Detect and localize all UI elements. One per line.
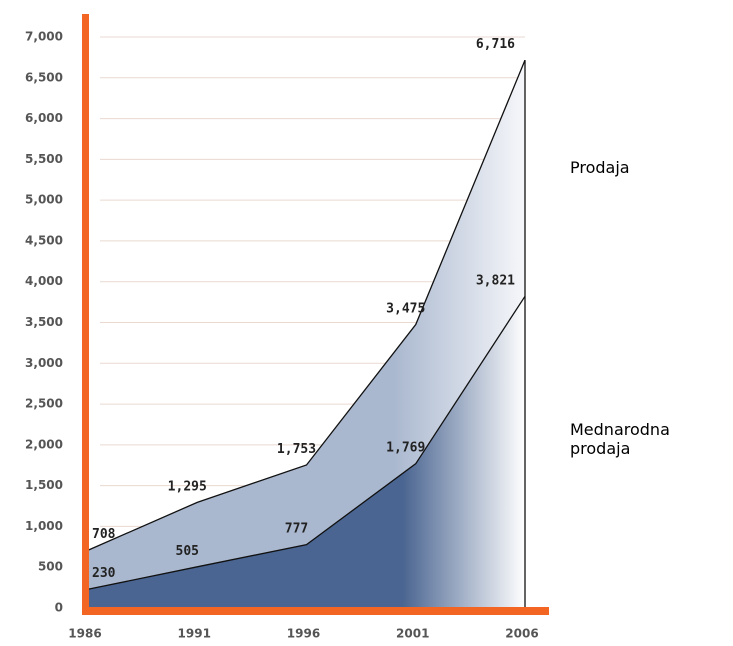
- y-tick-label: 4,000: [25, 274, 63, 288]
- x-tick-label: 2006: [505, 627, 538, 641]
- data-label: 3,821: [476, 273, 515, 288]
- data-label: 3,475: [386, 302, 425, 317]
- y-tick-label: 5,000: [25, 193, 63, 207]
- legend-entry: Prodaja: [570, 158, 630, 177]
- y-tick-label: 6,000: [25, 111, 63, 125]
- data-label: 777: [285, 522, 308, 537]
- y-tick-label: 4,500: [25, 233, 63, 247]
- data-label: 1,753: [277, 442, 316, 457]
- x-axis-bar: [82, 607, 549, 615]
- y-tick-label: 2,500: [25, 397, 63, 411]
- y-tick-label: 500: [38, 560, 63, 574]
- y-tick-label: 6,500: [25, 70, 63, 84]
- x-tick-label: 1991: [178, 627, 211, 641]
- y-tick-label: 1,000: [25, 519, 63, 533]
- data-label: 6,716: [476, 37, 515, 52]
- data-label: 708: [92, 527, 116, 542]
- x-tick-label: 1996: [287, 627, 320, 641]
- y-axis-bar: [82, 14, 89, 615]
- y-tick-label: 3,500: [25, 315, 63, 329]
- y-tick-label: 2,000: [25, 437, 63, 451]
- area-line: [87, 59, 526, 551]
- x-tick-label: 2001: [396, 627, 429, 641]
- x-tick-label: 1986: [68, 627, 101, 641]
- data-label: 1,295: [168, 479, 207, 494]
- data-label: 230: [92, 566, 116, 581]
- y-tick-label: 5,500: [25, 152, 63, 166]
- y-tick-label: 0: [55, 601, 63, 615]
- y-tick-label: 1,500: [25, 478, 63, 492]
- y-tick-label: 3,000: [25, 356, 63, 370]
- data-label: 1,769: [386, 441, 425, 456]
- area-line: [87, 295, 526, 590]
- y-tick-label: 7,000: [25, 30, 63, 44]
- area: [88, 296, 525, 608]
- legend-entry: Mednarodna prodaja: [570, 420, 670, 458]
- data-label: 505: [176, 544, 199, 559]
